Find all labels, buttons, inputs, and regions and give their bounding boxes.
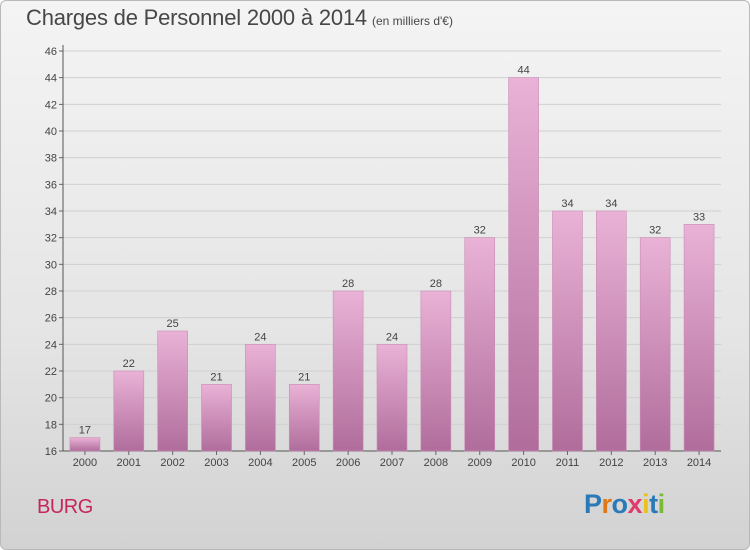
x-tick-label-2004: 2004	[248, 457, 272, 469]
data-label-2002: 25	[167, 318, 179, 330]
y-tick-label: 22	[45, 366, 57, 378]
y-tick-label: 18	[45, 419, 57, 431]
x-tick-label-2001: 2001	[117, 457, 141, 469]
bar-2008	[420, 290, 452, 452]
logo-letter: i	[657, 489, 666, 519]
bar-2000	[69, 437, 101, 452]
y-tick-label: 40	[45, 126, 57, 138]
bar-2007	[376, 344, 408, 452]
bar-2009	[464, 237, 496, 452]
proxiti-logo: Proxiti	[584, 489, 665, 520]
logo-letter: t	[649, 489, 658, 519]
logo-letter: o	[611, 489, 629, 519]
data-label-2014: 33	[693, 211, 705, 223]
data-label-2008: 28	[430, 278, 442, 290]
data-label-2012: 34	[605, 198, 617, 210]
data-label-2001: 22	[123, 358, 135, 370]
y-tick-label: 44	[45, 73, 57, 85]
bar-2012	[596, 210, 627, 452]
bar-2002	[157, 330, 188, 452]
y-tick-label: 42	[45, 99, 57, 111]
bar-2014	[683, 224, 715, 452]
data-label-2000: 17	[79, 425, 91, 437]
bar-2001	[113, 370, 145, 452]
logo-letter: i	[642, 489, 650, 519]
x-tick-label-2002: 2002	[160, 457, 184, 469]
y-tick-label: 32	[45, 233, 57, 245]
y-tick-label: 36	[45, 179, 57, 191]
town-name: BURG	[37, 496, 93, 518]
data-label-2004: 24	[254, 331, 266, 343]
logo-letter: x	[627, 489, 643, 519]
data-label-2010: 44	[517, 65, 529, 77]
logo-letter: P	[584, 489, 602, 519]
bar-2013	[639, 237, 671, 452]
x-tick-label-2006: 2006	[336, 457, 360, 469]
x-tick-label-2014: 2014	[687, 457, 711, 469]
x-tick-label-2010: 2010	[511, 457, 535, 469]
bar-2005	[288, 384, 320, 452]
y-tick-label: 28	[45, 286, 57, 298]
x-tick-label-2003: 2003	[204, 457, 228, 469]
y-tick-label: 20	[45, 393, 57, 405]
x-tick-label-2012: 2012	[599, 457, 623, 469]
x-tick-label-2005: 2005	[292, 457, 316, 469]
chart-subtitle: (en milliers d'€)	[372, 14, 453, 28]
x-tick-label-2000: 2000	[73, 457, 97, 469]
data-label-2013: 32	[649, 225, 661, 237]
data-label-2005: 21	[298, 371, 310, 383]
y-tick-label: 30	[45, 259, 57, 271]
bar-2011	[552, 210, 583, 452]
data-label-2003: 21	[210, 371, 222, 383]
data-label-2009: 32	[474, 225, 486, 237]
x-tick-label-2013: 2013	[643, 457, 667, 469]
y-tick-label: 16	[45, 446, 57, 458]
x-tick-label-2009: 2009	[467, 457, 491, 469]
y-tick-label: 26	[45, 313, 57, 325]
logo-letter: r	[601, 489, 613, 519]
bar-2006	[332, 290, 364, 452]
x-tick-label-2008: 2008	[424, 457, 448, 469]
x-tick-label-2007: 2007	[380, 457, 404, 469]
chart-title: Charges de Personnel 2000 à 2014	[26, 5, 367, 30]
data-label-2007: 24	[386, 331, 398, 343]
y-tick-label: 38	[45, 153, 57, 165]
x-tick-label-2011: 2011	[556, 457, 580, 469]
data-label-2011: 34	[561, 198, 573, 210]
data-label-2006: 28	[342, 278, 354, 290]
bar-2004	[245, 344, 276, 452]
y-tick-label: 24	[45, 339, 57, 351]
y-tick-label: 34	[45, 206, 57, 218]
bar-2003	[201, 384, 232, 452]
y-tick-label: 46	[45, 46, 57, 58]
bar-2010	[508, 77, 539, 452]
